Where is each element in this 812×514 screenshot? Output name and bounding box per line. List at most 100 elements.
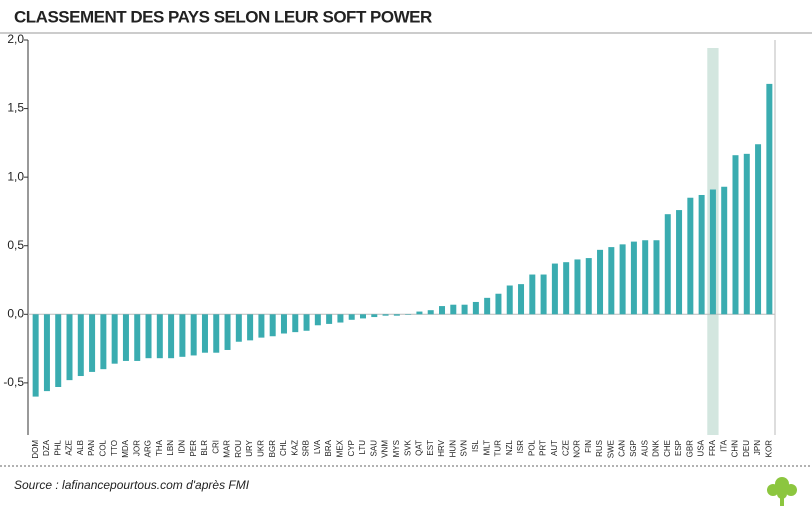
- x-tick-label: DZA: [42, 439, 51, 456]
- bar: [642, 240, 649, 315]
- bar: [495, 293, 502, 315]
- x-tick-label: QAT: [415, 440, 424, 456]
- x-tick-label: ISR: [516, 440, 525, 454]
- bar: [382, 314, 389, 316]
- bar: [506, 285, 513, 315]
- bar: [314, 314, 321, 326]
- x-tick-label: ITA: [719, 439, 728, 452]
- bar: [43, 314, 50, 392]
- bar: [461, 304, 468, 315]
- bar: [168, 314, 175, 359]
- x-tick-label: LVA: [313, 439, 322, 454]
- bar: [450, 304, 457, 315]
- x-tick-label: LTU: [358, 440, 367, 455]
- bar: [66, 314, 73, 381]
- x-tick-label: HUN: [448, 440, 457, 458]
- x-tick-label: ROU: [234, 440, 243, 458]
- bar: [122, 314, 129, 361]
- bar: [32, 314, 39, 397]
- x-tick-label: NOR: [573, 440, 582, 458]
- x-tick-label: JPN: [753, 440, 762, 455]
- y-tick-label: 2,0: [7, 32, 24, 46]
- x-tick-label: ISL: [471, 439, 480, 452]
- x-tick-label: CHL: [279, 439, 288, 456]
- bar: [585, 258, 592, 315]
- y-tick-label: 1,0: [7, 169, 24, 183]
- bar: [597, 249, 604, 315]
- chart-title: CLASSEMENT DES PAYS SELON LEUR SOFT POWE…: [14, 7, 432, 26]
- x-tick-label: MAR: [223, 440, 232, 458]
- bar: [111, 314, 118, 364]
- x-tick-label: URY: [245, 439, 254, 456]
- x-tick-label: ARG: [144, 440, 153, 457]
- x-tick-label: SGP: [629, 440, 638, 457]
- x-tick-label: PAN: [87, 440, 96, 456]
- bar: [235, 314, 242, 342]
- bar: [574, 259, 581, 315]
- bar: [405, 314, 412, 315]
- x-tick-label: MYS: [392, 440, 401, 457]
- x-tick-label: BGR: [268, 440, 277, 458]
- x-tick-label: COL: [98, 439, 107, 456]
- bar: [179, 314, 186, 357]
- bar: [393, 314, 400, 316]
- x-tick-label: AUS: [640, 440, 649, 456]
- y-tick-label: 0,5: [7, 238, 24, 252]
- bar: [540, 274, 547, 315]
- x-tick-label: USA: [697, 439, 706, 456]
- x-tick-label: DNK: [652, 439, 661, 457]
- x-tick-label: GBR: [685, 440, 694, 458]
- bar: [337, 314, 344, 323]
- bar: [630, 241, 637, 315]
- x-tick-label: FRA: [708, 439, 717, 456]
- x-tick-label: UKR: [257, 440, 266, 457]
- x-tick-label: ALB: [76, 440, 85, 455]
- x-tick-label: TTO: [110, 440, 119, 456]
- x-tick-label: CHN: [731, 440, 740, 458]
- bar: [371, 314, 378, 318]
- bar: [709, 189, 716, 315]
- bar: [258, 314, 265, 338]
- bar: [732, 155, 739, 315]
- x-tick-label: NZL: [505, 439, 514, 455]
- x-tick-label: BLR: [200, 440, 209, 456]
- bar: [416, 311, 423, 315]
- bar: [359, 314, 366, 319]
- x-tick-label: MDA: [121, 439, 130, 457]
- bar: [247, 314, 254, 341]
- x-tick-label: KOR: [764, 440, 773, 458]
- bar: [427, 310, 434, 315]
- x-tick-label: THA: [155, 439, 164, 456]
- bar: [484, 297, 491, 315]
- bar: [77, 314, 84, 377]
- y-tick-label: 0,0: [7, 306, 24, 320]
- bar: [201, 314, 208, 353]
- logo: [767, 477, 797, 506]
- x-tick-label: LBN: [166, 440, 175, 456]
- bar: [89, 314, 96, 372]
- bar: [100, 314, 107, 370]
- bar: [551, 263, 558, 315]
- bar: [743, 153, 750, 315]
- bar: [518, 284, 525, 315]
- bar: [326, 314, 333, 324]
- bar: [439, 306, 446, 315]
- bar: [145, 314, 152, 359]
- x-tick-label: ESP: [674, 440, 683, 456]
- bar: [619, 244, 626, 315]
- bar: [664, 214, 671, 315]
- x-tick-label: MEX: [336, 439, 345, 457]
- x-tick-label: SVN: [460, 440, 469, 457]
- bar: [529, 274, 536, 315]
- x-tick-label: VNM: [381, 440, 390, 458]
- x-tick-label: KAZ: [290, 440, 299, 456]
- x-tick-label: SVK: [403, 439, 412, 456]
- x-tick-label: SAU: [369, 440, 378, 457]
- bar: [156, 314, 163, 359]
- bar: [292, 314, 299, 333]
- x-tick-label: AUT: [550, 440, 559, 456]
- x-tick-label: EST: [426, 440, 435, 456]
- x-tick-label: PER: [189, 440, 198, 457]
- bar: [687, 197, 694, 315]
- y-tick-label: 1,5: [7, 101, 24, 115]
